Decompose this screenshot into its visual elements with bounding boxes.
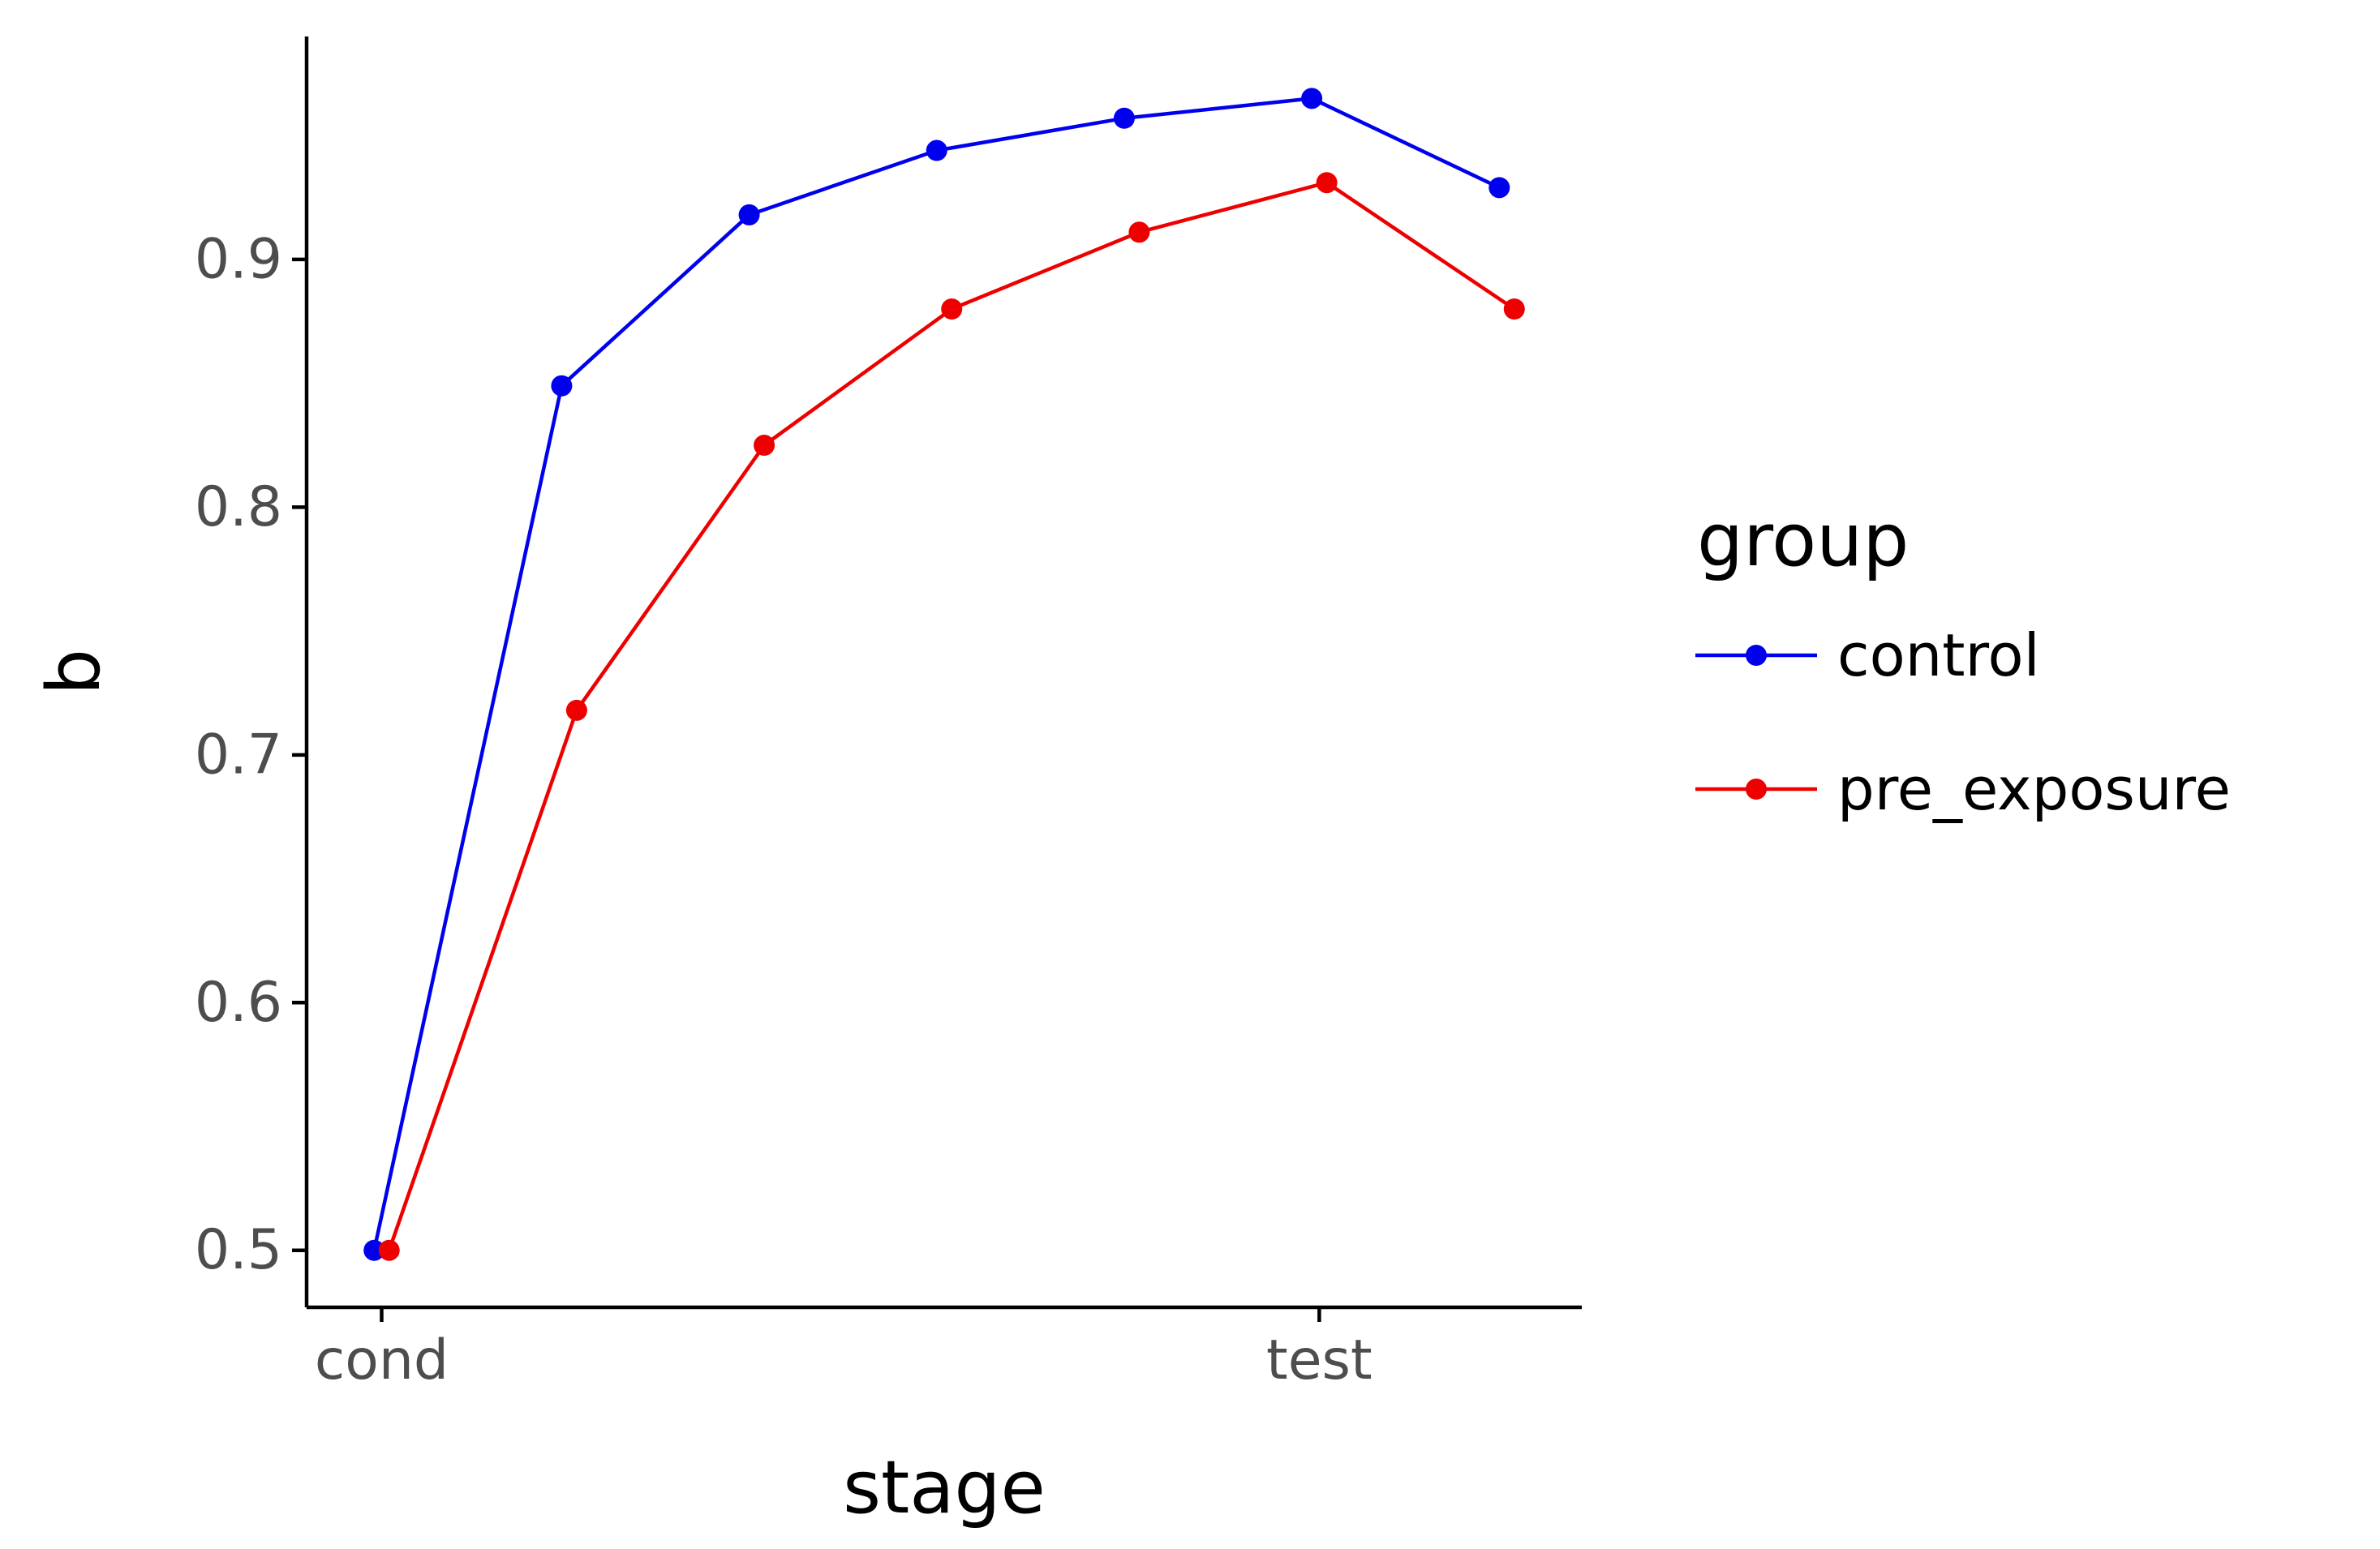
data-point	[754, 435, 775, 457]
data-point	[1489, 177, 1510, 199]
legend-point-key	[1746, 779, 1767, 800]
plot-area	[363, 88, 1525, 1261]
axis-ticks: 0.5 0.6 0.7 0.8 0.9 cond test	[195, 227, 1373, 1392]
legend-point-key	[1746, 645, 1767, 666]
data-point	[1128, 221, 1150, 243]
y-tick-label: 0.5	[195, 1218, 282, 1282]
data-point	[565, 699, 587, 721]
y-axis-title: b	[32, 649, 117, 695]
x-axis-title: stage	[843, 1445, 1046, 1530]
y-tick-label: 0.7	[195, 723, 282, 787]
data-point	[1503, 298, 1525, 320]
data-point	[1301, 88, 1323, 109]
axes	[304, 36, 1582, 1310]
legend-title: group	[1697, 498, 1909, 583]
x-tick-label: cond	[315, 1328, 449, 1392]
data-point	[926, 139, 947, 161]
data-point	[738, 204, 760, 225]
data-point	[363, 1239, 385, 1261]
x-tick-label: test	[1266, 1328, 1373, 1392]
y-tick-label: 0.9	[195, 227, 282, 291]
data-point	[378, 1239, 400, 1261]
legend-label: pre_exposure	[1837, 755, 2231, 823]
legend-label: control	[1837, 621, 2040, 689]
y-tick-label: 0.6	[195, 971, 282, 1035]
data-point	[1113, 107, 1135, 129]
legend: group control pre_exposure	[1695, 498, 2231, 823]
data-point	[941, 298, 963, 320]
series-control	[363, 88, 1510, 1261]
legend-item: control	[1695, 621, 2040, 689]
data-point	[1316, 172, 1338, 194]
data-point	[551, 375, 573, 397]
legend-item: pre_exposure	[1695, 755, 2231, 823]
series-pre_exposure	[378, 172, 1525, 1261]
series-line	[387, 180, 1516, 1251]
legend-items: control pre_exposure	[1695, 621, 2231, 823]
y-tick-label: 0.8	[195, 475, 282, 539]
series-line	[372, 97, 1501, 1251]
